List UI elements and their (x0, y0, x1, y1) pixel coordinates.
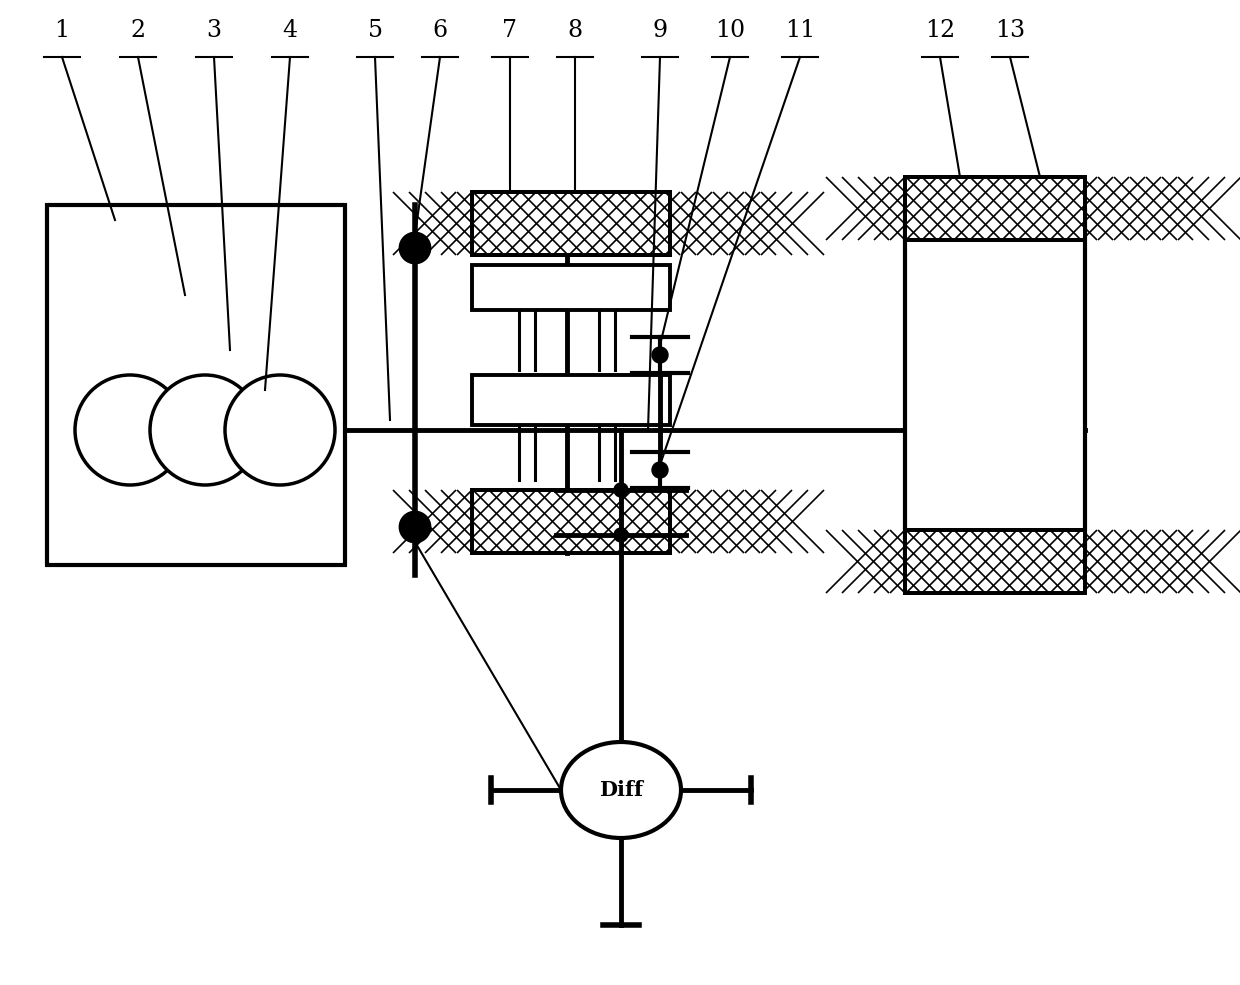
Text: 8: 8 (568, 19, 583, 42)
Text: 4: 4 (283, 19, 298, 42)
Circle shape (652, 462, 668, 478)
Text: 9: 9 (652, 19, 667, 42)
Bar (905, 530, 1085, 593)
Circle shape (614, 528, 627, 542)
Text: 2: 2 (130, 19, 145, 42)
Bar (472, 375, 670, 425)
Text: 3: 3 (207, 19, 222, 42)
Text: 7: 7 (502, 19, 517, 42)
Bar (472, 192, 670, 255)
Circle shape (614, 483, 627, 497)
Bar (905, 177, 1085, 240)
Text: 6: 6 (433, 19, 448, 42)
Bar (472, 265, 670, 310)
Circle shape (652, 347, 668, 363)
Circle shape (401, 512, 430, 542)
Bar (47, 205, 345, 565)
Text: 11: 11 (785, 19, 815, 42)
Bar (472, 490, 670, 553)
Circle shape (74, 375, 185, 485)
Text: 5: 5 (367, 19, 382, 42)
Bar (472, 192, 670, 255)
Circle shape (150, 375, 260, 485)
Bar (905, 530, 1085, 593)
Text: 13: 13 (994, 19, 1025, 42)
Text: 1: 1 (55, 19, 69, 42)
Bar (905, 210, 1085, 560)
Text: 12: 12 (925, 19, 955, 42)
Circle shape (401, 233, 430, 263)
Text: 10: 10 (715, 19, 745, 42)
Text: Diff: Diff (599, 780, 644, 800)
Circle shape (224, 375, 335, 485)
Bar (472, 490, 670, 553)
Bar (905, 177, 1085, 240)
Ellipse shape (560, 742, 681, 838)
